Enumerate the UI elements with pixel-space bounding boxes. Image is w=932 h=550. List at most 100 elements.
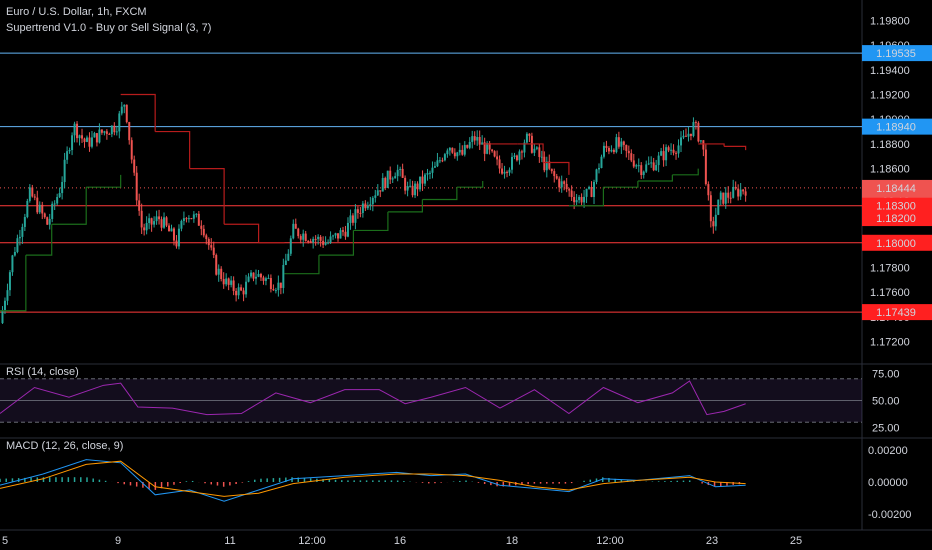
candle-body [314,238,317,240]
candle-body [115,131,118,133]
price-label-box [862,234,932,251]
price-label-box [862,210,932,227]
candle-body [684,135,687,137]
candle-body [543,156,546,171]
indicator-title: Supertrend V1.0 - Buy or Sell Signal (3,… [6,22,212,34]
candle-body [655,165,658,171]
candle-body [195,213,198,215]
candle-body [267,278,270,280]
candle-body [138,200,141,211]
candle-body [488,143,491,150]
candle-body [123,104,126,107]
price-tick: 1.17600 [870,287,910,299]
macd-label: MACD (12, 26, close, 9) [6,440,124,452]
candle-body [744,191,747,196]
candle-body [222,278,225,285]
candle-body [652,162,655,171]
candle-body [6,290,9,301]
candle-body [327,242,330,244]
candle-body [538,147,541,157]
price-label: 1.18300 [876,201,916,213]
candle-body [513,155,516,157]
candle-body [426,173,429,175]
macd-tick: 0.00200 [868,445,908,457]
candle-body [28,187,31,201]
candle-body [33,196,36,198]
candle-body [202,228,205,236]
time-tick: 11 [224,535,235,547]
candle-body [21,226,24,237]
candle-body [225,278,228,285]
candle-body [555,176,558,179]
candle-body [548,161,551,169]
supertrend-line [155,130,191,169]
candle-body [461,149,464,155]
candle-body [724,192,727,204]
candle-body [98,129,101,143]
candle-body [304,233,307,242]
candle-body [558,178,561,188]
time-tick: 12:00 [298,535,326,547]
candle-body [630,153,633,161]
rsi-tick: 25.00 [872,423,900,435]
candle-body [81,135,84,139]
candle-body [687,133,690,137]
price-tick: 1.19200 [870,90,910,102]
candle-body [329,236,332,243]
candle-body [518,151,521,161]
candle-body [356,209,359,213]
candle-body [351,215,354,223]
candle-body [245,281,248,295]
candle-body [312,238,315,243]
candle-body [277,282,280,291]
candle-body [404,177,407,191]
candle-body [48,218,51,225]
candle-body [421,176,424,184]
candle-body [476,136,479,141]
candle-body [416,183,419,190]
candle-body [364,203,367,209]
candle-body [620,141,623,147]
candle-body [172,228,175,241]
candle-body [145,223,148,231]
price-tick: 1.17200 [870,337,910,349]
price-label-box [862,45,932,62]
candle-body [645,164,648,172]
candle-body [78,135,81,139]
candle-body [51,203,54,219]
candle-body [428,172,431,174]
supertrend-line [603,181,639,188]
candle-body [491,149,494,152]
candle-body [590,186,593,197]
candle-body [11,255,14,273]
time-tick: 25 [790,535,802,547]
candle-body [185,218,188,220]
candle-body [361,203,364,213]
candle-body [197,213,200,226]
supertrend-line [568,187,604,207]
candle-body [436,160,439,167]
rsi-label: RSI (14, close) [6,366,79,378]
candle-body [498,159,501,169]
candle-body [424,174,427,184]
candle-body [565,183,568,190]
candle-body [483,142,486,154]
candle-body [712,221,715,227]
time-tick: 12:00 [596,535,624,547]
candle-body [471,136,474,142]
candle-body [155,216,158,222]
candle-body [108,133,111,135]
candle-body [165,217,168,226]
candle-body [71,135,74,151]
candle-body [118,113,121,132]
candle-body [612,149,615,153]
supertrend-line [698,143,725,147]
candle-body [672,149,675,153]
candle-body [702,140,705,150]
candle-body [399,168,402,170]
candle-body [734,186,737,189]
candle-body [334,233,337,236]
candle-body [553,171,556,177]
candle-body [568,189,571,191]
